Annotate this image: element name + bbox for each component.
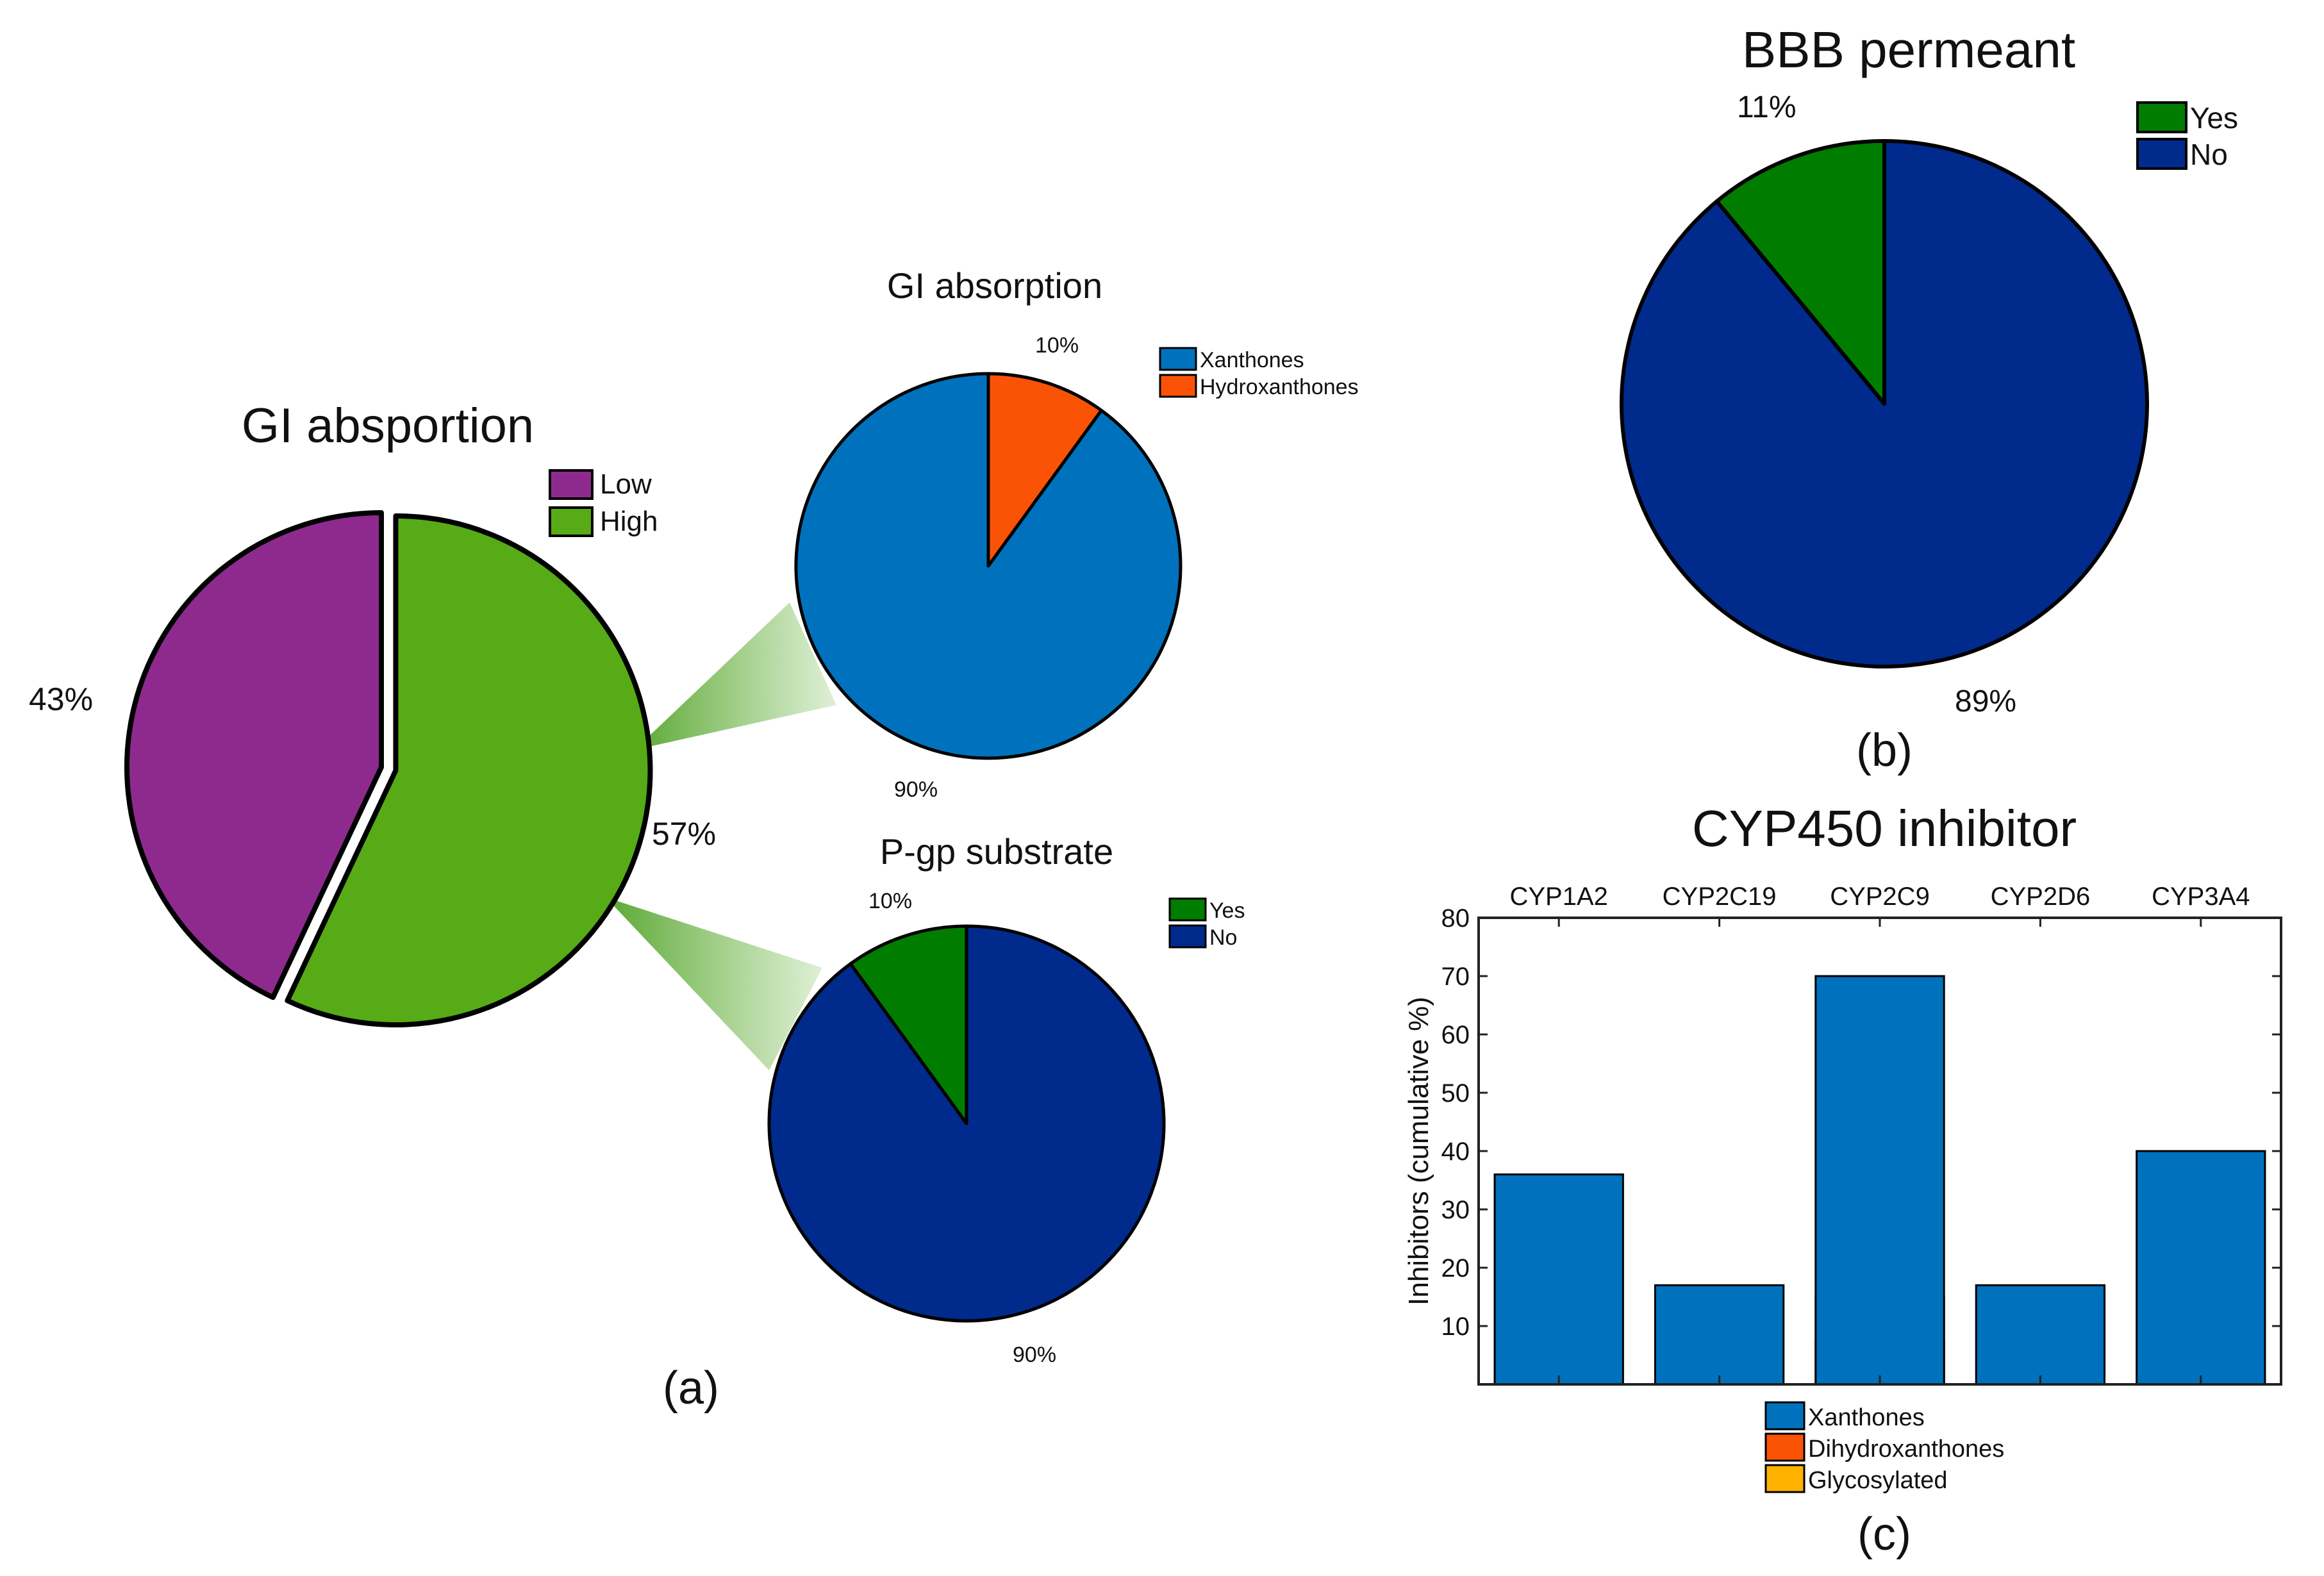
y-tick-label: 40: [1441, 1138, 1470, 1166]
cyp-title: CYP450 inhibitor: [1692, 800, 2077, 857]
bar-cyp2c19-xanthones: [1654, 1284, 1785, 1386]
legend-swatch-cyp-glycosylated: [1764, 1464, 1805, 1493]
panel-label-b: (b): [1856, 725, 1913, 776]
gi-main-legend: Low High: [549, 469, 658, 537]
bar-cyp1a2-xanthones: [1493, 1173, 1624, 1386]
gi-main-title: GI absportion: [242, 399, 534, 453]
gi-sub-hydroxanthones-pct: 10%: [1035, 333, 1079, 358]
cyp-x-axis: CYP1A2 CYP2C19 CYP2C9 CYP2D6 CYP3A4: [1509, 883, 2250, 1384]
legend-swatch-cyp-xanthones: [1764, 1401, 1805, 1431]
legend-swatch-bbb-yes: [2136, 101, 2187, 133]
pgp-legend: Yes No: [1168, 897, 1245, 950]
pgp-no-pct: 90%: [1013, 1343, 1056, 1367]
legend-swatch-pgp-yes: [1168, 897, 1207, 922]
cyp-bars: [1493, 975, 2266, 1386]
cyp-legend: Xanthones Dihydroxanthones Glycosylated: [1764, 1401, 2004, 1494]
gi-main-slice-low: [124, 510, 384, 1000]
pgp-title: P-gp substrate: [880, 831, 1113, 872]
gi-sub-title: GI absorption: [887, 265, 1102, 306]
gi-main-slice-high: [285, 513, 653, 1027]
connector-fan-bottom: [606, 897, 822, 1070]
legend-label-cyp-dihydroxanthones: Dihydroxanthones: [1808, 1436, 2004, 1463]
legend-label-low: Low: [600, 469, 652, 500]
legend-label-hydroxanthones: Hydroxanthones: [1200, 375, 1359, 399]
bar-cyp3a4-xanthones: [2136, 1150, 2266, 1386]
legend-swatch-pgp-no: [1168, 924, 1207, 949]
panel-label-c: (c): [1857, 1509, 1911, 1560]
y-tick-label: 30: [1441, 1196, 1470, 1224]
x-tick-label-cyp3a4: CYP3A4: [2152, 883, 2250, 911]
panel-label-a: (a): [663, 1363, 719, 1414]
bar-cyp2c9-xanthones: [1814, 975, 1945, 1386]
pgp-slice-no: [767, 924, 1166, 1323]
legend-swatch-hydroxanthones: [1159, 374, 1197, 398]
y-tick-label: 80: [1441, 904, 1470, 933]
legend-label-bbb-yes: Yes: [2190, 101, 2238, 135]
bbb-yes-pct: 11%: [1737, 90, 1797, 124]
cyp-y-axis: 10 20 30 40 50 60 70 80: [1441, 904, 2281, 1341]
y-tick-label: 50: [1441, 1079, 1470, 1107]
gi-main-pie-chart: GI absportion Low High 43% 57%: [29, 399, 716, 1027]
legend-swatch-bbb-no: [2136, 138, 2187, 170]
gi-sub-slice-hydroxanthones: [986, 372, 1103, 568]
bbb-slices: [1620, 139, 2149, 668]
x-tick-label-cyp1a2: CYP1A2: [1509, 883, 1607, 911]
gi-sub-pie-chart: GI absorption Xanthones Hydroxanthones 1…: [794, 265, 1359, 802]
legend-label-pgp-no: No: [1209, 925, 1237, 950]
y-tick-label: 70: [1441, 963, 1470, 991]
bbb-no-pct: 89%: [1955, 684, 2016, 718]
legend-swatch-low: [549, 469, 593, 500]
y-tick-label: 20: [1441, 1254, 1470, 1282]
y-tick-label: 60: [1441, 1021, 1470, 1049]
x-tick-label-cyp2d6: CYP2D6: [1991, 883, 2091, 911]
pgp-pie-chart: P-gp substrate Yes No 10% 90%: [767, 831, 1245, 1367]
cyp-y-axis-label: Inhibitors (cumulative %): [1403, 997, 1434, 1306]
gi-main-slices: [124, 510, 653, 1027]
legend-label-cyp-glycosylated: Glycosylated: [1808, 1467, 1948, 1494]
bbb-title: BBB permeant: [1742, 21, 2075, 78]
gi-main-high-pct: 57%: [652, 816, 716, 852]
legend-swatch-high: [549, 506, 593, 537]
gi-sub-legend: Xanthones Hydroxanthones: [1159, 347, 1359, 399]
legend-swatch-xanthones: [1159, 347, 1197, 371]
legend-label-bbb-no: No: [2190, 138, 2228, 171]
y-tick-label: 10: [1441, 1313, 1470, 1341]
legend-label-xanthones: Xanthones: [1200, 348, 1304, 372]
connector-fan-top: [635, 602, 836, 750]
bbb-legend: Yes No: [2136, 101, 2238, 171]
x-tick-label-cyp2c9: CYP2C9: [1830, 883, 1930, 911]
bbb-pie-chart: BBB permeant Yes No 11% 89%: [1620, 21, 2238, 718]
x-tick-label-cyp2c19: CYP2C19: [1663, 883, 1777, 911]
pgp-slice-yes: [849, 924, 968, 1125]
cyp-bar-chart: CYP450 inhibitor 10 20 30 40 50 60 70 80 CYP1A2…: [1403, 800, 2282, 1494]
legend-swatch-cyp-dihydroxanthones: [1764, 1432, 1805, 1462]
bbb-slice-no: [1620, 139, 2149, 668]
pgp-yes-pct: 10%: [868, 889, 912, 913]
legend-label-pgp-yes: Yes: [1209, 899, 1245, 923]
legend-label-high: High: [600, 506, 658, 537]
gi-main-low-pct: 43%: [29, 681, 93, 717]
gi-sub-xanthones-pct: 90%: [894, 777, 938, 802]
bar-cyp2d6-xanthones: [1975, 1284, 2106, 1386]
gi-sub-slices: [794, 372, 1183, 760]
legend-label-cyp-xanthones: Xanthones: [1808, 1404, 1925, 1431]
bbb-slice-yes: [1714, 139, 1886, 406]
pgp-slices: [767, 924, 1166, 1323]
